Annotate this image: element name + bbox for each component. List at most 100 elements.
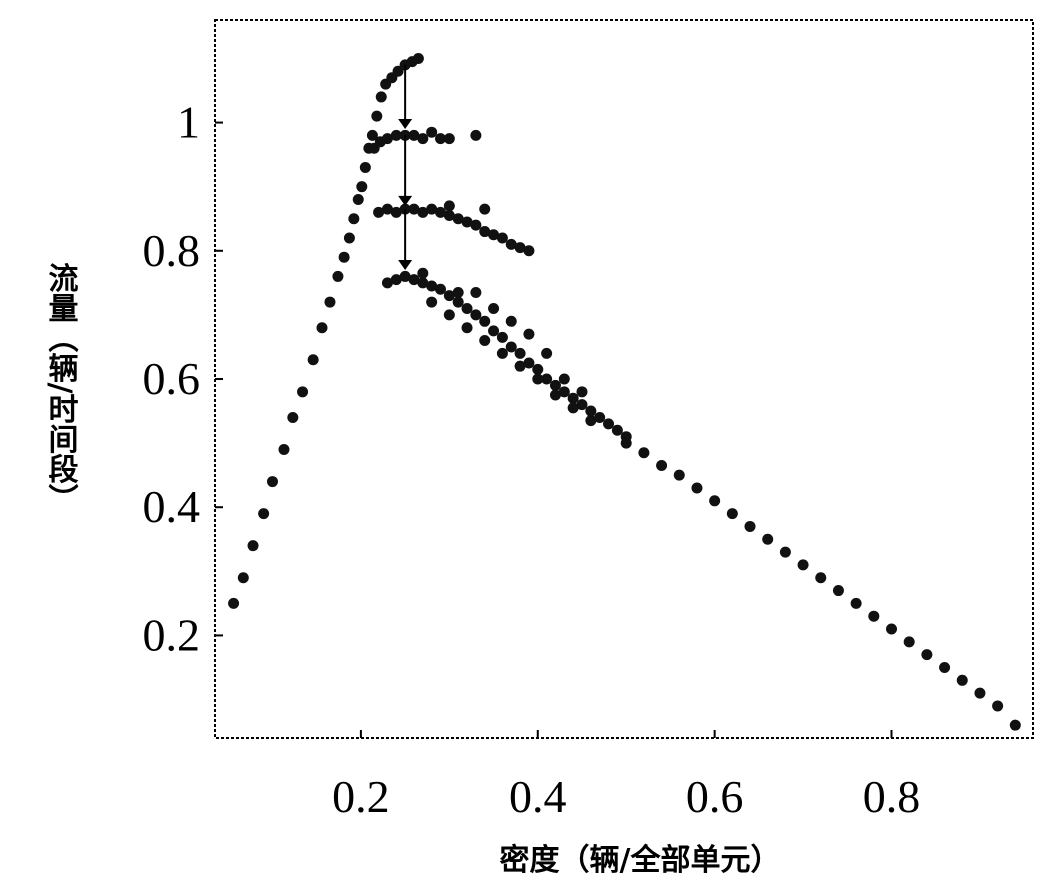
data-point: [461, 302, 473, 314]
y-axis-label: 流量（辆/时间段）: [43, 263, 79, 514]
x-tick-label: 0.2: [332, 771, 390, 822]
data-point: [488, 325, 500, 337]
data-point: [886, 623, 898, 635]
data-point: [297, 386, 309, 398]
data-point: [523, 245, 535, 257]
x-axis-label: 密度（辆/全部单元）: [500, 843, 781, 878]
data-point: [850, 597, 862, 609]
data-point: [443, 200, 455, 212]
y-tick-label: 0.8: [143, 225, 201, 276]
data-point: [868, 610, 880, 622]
data-point: [726, 508, 738, 520]
data-point: [375, 91, 387, 103]
data-point: [691, 482, 703, 494]
data-point: [417, 206, 429, 218]
data-point: [939, 661, 951, 673]
data-point: [443, 210, 455, 222]
data-point: [470, 309, 482, 321]
data-point: [412, 52, 424, 64]
data-point: [426, 203, 438, 215]
y-tick-label: 0.4: [143, 481, 201, 532]
data-point: [815, 572, 827, 584]
data-point: [278, 444, 290, 456]
data-point: [558, 386, 570, 398]
data-point: [479, 203, 491, 215]
data-point: [523, 357, 535, 369]
data-point: [258, 508, 270, 520]
data-point: [247, 540, 259, 552]
data-point: [992, 700, 1004, 712]
data-point: [237, 572, 249, 584]
data-point: [709, 495, 721, 507]
data-point: [417, 133, 429, 145]
data-point: [307, 354, 319, 366]
data-point: [352, 194, 364, 205]
data-point: [316, 322, 328, 334]
data-point: [399, 270, 411, 282]
data-point: [408, 129, 420, 141]
data-point: [514, 242, 526, 254]
data-point: [541, 373, 553, 385]
data-point: [505, 315, 517, 327]
data-point: [417, 267, 429, 279]
data-point: [287, 411, 299, 423]
data-point: [373, 206, 385, 218]
data-point: [324, 296, 336, 308]
data-point: [496, 347, 508, 359]
data-point: [371, 110, 383, 122]
data-point: [228, 597, 240, 609]
data-point: [392, 65, 404, 77]
data-point: [611, 424, 623, 436]
data-point: [585, 415, 597, 427]
data-point: [426, 126, 438, 138]
data-point: [452, 286, 464, 298]
data-point: [435, 133, 447, 145]
data-point: [505, 238, 517, 250]
x-tick-label: 0.8: [863, 771, 921, 822]
data-point: [470, 286, 482, 298]
data-point: [348, 213, 360, 225]
plot-frame: [214, 19, 1034, 739]
data-point: [496, 331, 508, 343]
data-point: [549, 379, 561, 391]
data-point: [408, 203, 420, 215]
data-point: [567, 392, 579, 404]
data-point: [514, 347, 526, 359]
data-point: [461, 216, 473, 228]
data-point: [356, 181, 368, 193]
data-point: [417, 277, 429, 289]
data-point: [603, 418, 615, 430]
data-point: [443, 309, 455, 321]
data-point: [443, 290, 455, 302]
arrow-head: [398, 118, 413, 129]
y-tick-label: 0.2: [143, 609, 201, 660]
data-point: [338, 251, 350, 263]
data-point: [488, 302, 500, 314]
data-point: [452, 213, 464, 225]
data-point: [514, 360, 526, 372]
data-point: [443, 133, 455, 145]
y-tick-label: 1: [177, 97, 200, 148]
data-point: [585, 405, 597, 417]
data-point: [488, 229, 500, 241]
data-point: [390, 206, 402, 218]
data-point: [496, 232, 508, 244]
data-point: [576, 386, 588, 398]
x-axis-ticks: 0.2 0.4 0.6 0.8: [332, 730, 920, 822]
data-point: [1009, 719, 1021, 731]
data-point: [558, 373, 570, 385]
data-point: [452, 296, 464, 308]
data-point: [266, 476, 278, 488]
x-tick-label: 0.4: [509, 771, 567, 822]
data-point: [532, 363, 544, 375]
data-point: [567, 402, 579, 414]
data-point: [505, 341, 517, 353]
data-point: [638, 447, 650, 459]
data-point: [974, 687, 986, 699]
data-point: [366, 129, 378, 141]
data-point: [620, 437, 632, 449]
data-point: [479, 335, 491, 347]
data-point: [549, 389, 561, 401]
data-point: [532, 373, 544, 385]
data-point: [332, 270, 344, 282]
